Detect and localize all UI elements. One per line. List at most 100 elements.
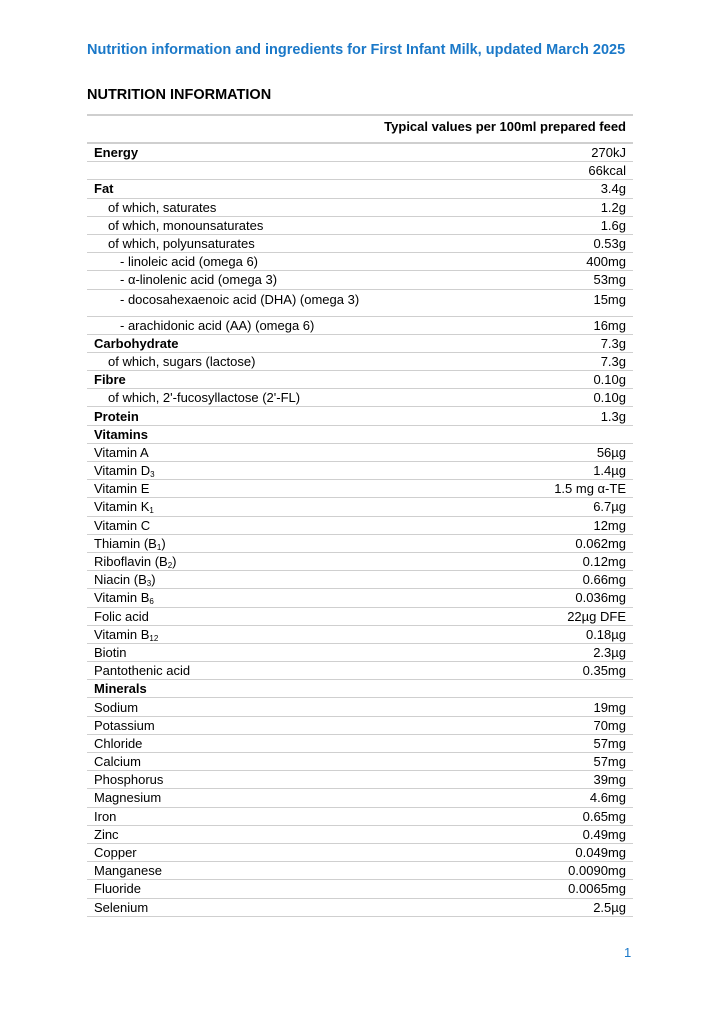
table-row: Chloride 57mg (87, 735, 633, 753)
table-row: of which, 2'-fucosyllactose (2'-FL) 0.10g (87, 389, 633, 408)
table-row: Vitamin K1 6.7µg (87, 498, 633, 517)
nutrient-value: 0.0065mg (568, 881, 626, 897)
table-row: Vitamin B6 0.036mg (87, 589, 633, 608)
nutrient-name: of which, 2'-fucosyllactose (2'-FL) (108, 390, 301, 406)
nutrient-value: 19mg (593, 699, 626, 715)
label-suffix: ) (151, 572, 156, 588)
table-row: of which, saturates 1.2g (87, 199, 633, 217)
nutrient-name: of which, saturates (108, 199, 217, 215)
nutrient-value: 39mg (593, 772, 626, 788)
subscript: 2 (167, 561, 173, 571)
nutrient-name: Energy (94, 145, 139, 161)
table-row: Magnesium 4.6mg (87, 789, 633, 808)
nutrient-name: Carbohydrate (94, 335, 179, 351)
nutrient-label: Potassium (94, 718, 155, 733)
nutrient-value: 70mg (593, 717, 626, 733)
table-row: - α-linolenic acid (omega 3) 53mg (87, 271, 633, 290)
nutrient-name: Niacin (B (94, 572, 147, 588)
nutrient-name: Vitamin B (94, 626, 150, 642)
nutrient-name: - linoleic acid (omega 6) (120, 254, 259, 270)
table-row: Copper 0.049mg (87, 844, 633, 863)
table-row: - linoleic acid (omega 6) 400mg (87, 253, 633, 272)
nutrient-value: 0.35mg (582, 663, 626, 679)
subscript: 1 (149, 506, 154, 516)
nutrient-label: Manganese (94, 863, 162, 878)
nutrient-name: - arachidonic acid (AA) (omega 6) (120, 317, 315, 333)
nutrient-name: of which, sugars (lactose) (108, 353, 256, 369)
table-row: Energy 270kJ (87, 144, 633, 163)
nutrient-label: Iron (94, 809, 116, 824)
subscript: 6 (149, 597, 154, 607)
nutrient-label: Thiamin (B1) (94, 536, 166, 552)
nutrient-value: 0.10g (593, 390, 626, 406)
nutrient-value: 22µg DFE (567, 608, 626, 624)
column-header: Typical values per 100ml prepared feed (384, 119, 626, 134)
nutrient-name: Chloride (94, 735, 143, 751)
section-heading: NUTRITION INFORMATION (87, 87, 272, 103)
nutrient-name: Riboflavin (B (94, 554, 168, 570)
nutrient-value: 3.4g (600, 181, 626, 197)
nutrient-label: of which, saturates (94, 200, 216, 215)
nutrient-label: Protein (94, 409, 139, 424)
nutrient-name: Fat (94, 181, 114, 197)
table-row: - arachidonic acid (AA) (omega 6) 16mg (87, 317, 633, 335)
table-row: Iron 0.65mg (87, 808, 633, 826)
nutrient-name: - docosahexaenoic acid (DHA) (omega 3) (120, 291, 360, 307)
nutrient-label: Riboflavin (B2) (94, 554, 177, 571)
nutrient-value: 56µg (596, 444, 626, 460)
nutrient-name: Copper (94, 845, 137, 861)
nutrient-label: Energy (94, 145, 138, 160)
nutrient-name: Protein (94, 408, 139, 424)
nutrient-name: Calcium (94, 754, 141, 770)
subscript: 1 (156, 542, 162, 552)
nutrient-name: Biotin (94, 644, 127, 660)
nutrient-label: Phosphorus (94, 772, 163, 787)
nutrient-label: - linoleic acid (omega 6) (94, 254, 258, 269)
nutrient-value: 1.3g (600, 408, 626, 424)
nutrient-label: of which, 2'-fucosyllactose (2'-FL) (94, 390, 300, 405)
table-row: Folic acid 22µg DFE (87, 608, 633, 626)
table-row: Selenium 2.5µg (87, 899, 633, 917)
table-row: Fat 3.4g (87, 180, 633, 199)
nutrient-label: Vitamin C (94, 518, 150, 533)
nutrient-name: Vitamin C (94, 517, 151, 533)
nutrient-label: Minerals (94, 681, 147, 696)
nutrient-name: Zinc (94, 826, 119, 842)
nutrient-label: - docosahexaenoic acid (DHA) (omega 3) (94, 292, 359, 307)
nutrient-label: Fluoride (94, 881, 141, 896)
nutrient-label: of which, sugars (lactose) (94, 354, 255, 369)
label-suffix: ) (172, 554, 177, 570)
nutrient-label: Folic acid (94, 609, 149, 624)
nutrient-name: Vitamin A (94, 444, 149, 460)
nutrient-label: Fibre (94, 372, 126, 387)
nutrient-label: Vitamins (94, 427, 148, 442)
table-row: Vitamin C 12mg (87, 517, 633, 535)
nutrient-value: 0.12mg (582, 554, 626, 570)
table-row: 66kcal (87, 162, 633, 181)
table-row: Zinc 0.49mg (87, 826, 633, 844)
nutrient-label: Carbohydrate (94, 336, 179, 351)
nutrient-value: 15mg (593, 291, 626, 307)
nutrient-value: 0.66mg (582, 572, 626, 588)
nutrient-name: Pantothenic acid (94, 663, 191, 679)
nutrient-value: 66kcal (588, 163, 626, 179)
nutrient-label: Vitamin B12 (94, 626, 158, 643)
nutrient-value: 2.5µg (593, 899, 626, 915)
table-body: Energy 270kJ 66kcal Fat 3.4g of which, satura… (87, 144, 633, 917)
nutrient-label: Sodium (94, 700, 138, 715)
nutrient-name: Vitamin B (94, 590, 150, 606)
nutrient-value: 7.3g (600, 353, 626, 369)
nutrient-label: Biotin (94, 645, 127, 660)
nutrient-value: 0.65mg (582, 808, 626, 824)
nutrient-value: 57mg (593, 735, 626, 751)
nutrient-value: 0.062mg (575, 535, 626, 551)
table-row: Riboflavin (B2) 0.12mg (87, 553, 633, 572)
table-row: Minerals (87, 680, 633, 699)
nutrient-label: Selenium (94, 900, 148, 915)
nutrient-label: Vitamin K1 (94, 499, 154, 516)
nutrient-value: 0.0090mg (568, 863, 626, 879)
nutrient-name: Vitamins (94, 426, 148, 442)
nutrient-value: 270kJ (591, 145, 626, 161)
nutrient-label: Calcium (94, 754, 141, 769)
nutrient-value: 57mg (593, 754, 626, 770)
